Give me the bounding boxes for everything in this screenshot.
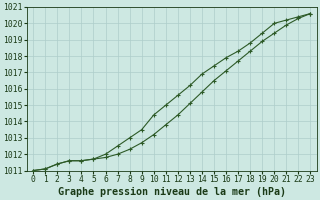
X-axis label: Graphe pression niveau de la mer (hPa): Graphe pression niveau de la mer (hPa) — [58, 186, 286, 197]
